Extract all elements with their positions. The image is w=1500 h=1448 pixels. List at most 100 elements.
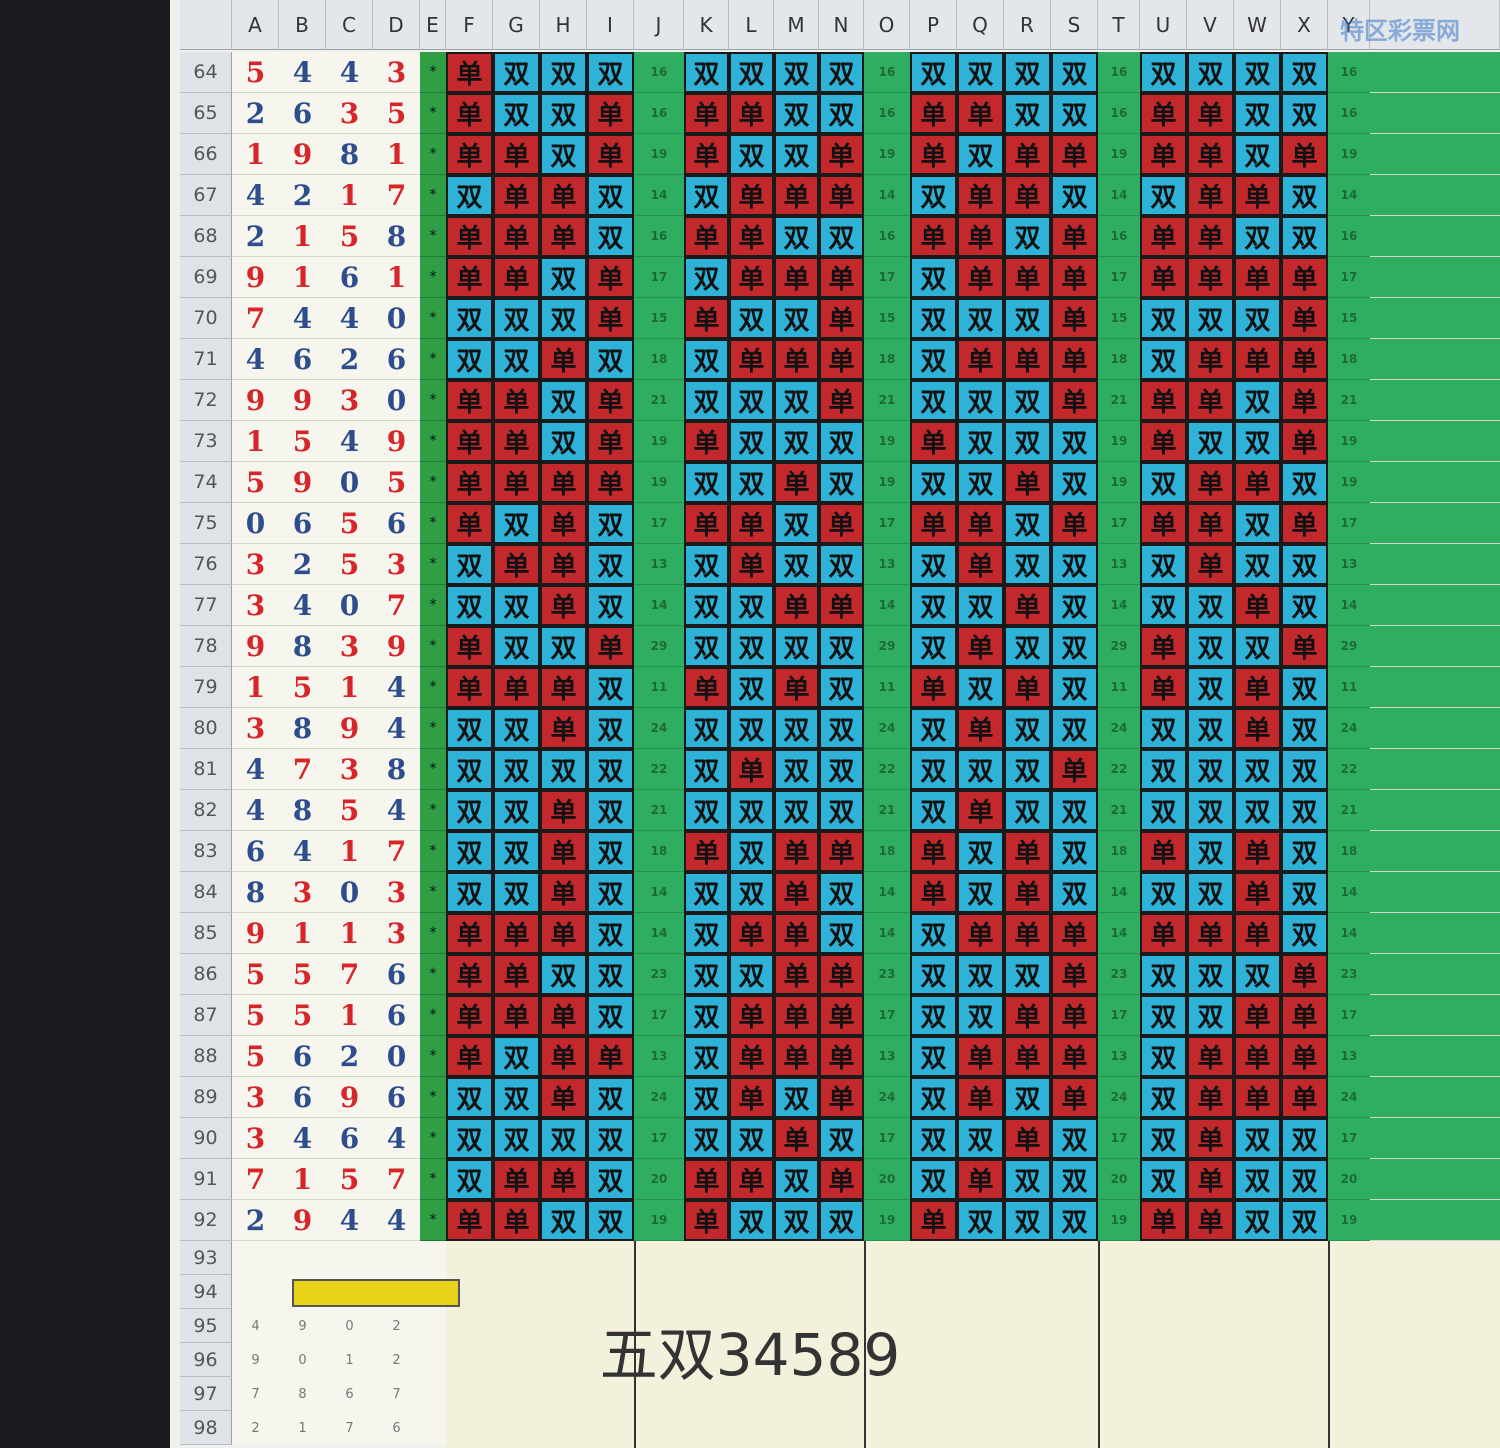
- sum-cell: 14: [1328, 585, 1370, 626]
- row-number: 93: [180, 1241, 232, 1275]
- digit-cell: 3: [326, 749, 373, 790]
- blank-cell: [1370, 134, 1500, 175]
- parity-cell: 双: [684, 257, 729, 298]
- parity-cell: 双: [910, 585, 957, 626]
- parity-cell: 双: [493, 585, 540, 626]
- parity-cell: 双: [819, 872, 864, 913]
- sum-cell: 16: [1328, 216, 1370, 257]
- blank-cell: [1370, 380, 1500, 421]
- row-number: 70: [180, 298, 232, 339]
- parity-cell: 单: [1281, 1036, 1328, 1077]
- parity-cell: 单: [910, 421, 957, 462]
- digit-cell: 8: [326, 134, 373, 175]
- parity-cell: 双: [684, 339, 729, 380]
- parity-cell: 单: [729, 175, 774, 216]
- parity-cell: 双: [446, 298, 493, 339]
- parity-cell: 单: [1234, 995, 1281, 1036]
- parity-cell: 双: [1281, 1159, 1328, 1200]
- parity-cell: 双: [910, 1118, 957, 1159]
- parity-cell: 双: [1281, 544, 1328, 585]
- parity-cell: 双: [1281, 913, 1328, 954]
- row-number: 81: [180, 749, 232, 790]
- row-number: 73: [180, 421, 232, 462]
- parity-cell: 双: [1234, 216, 1281, 257]
- digit-cell: 4: [373, 1118, 420, 1159]
- sum-cell: 17: [1328, 995, 1370, 1036]
- blank-cell: [1370, 995, 1500, 1036]
- parity-cell: 双: [1140, 585, 1187, 626]
- mark-cell: *: [420, 1118, 446, 1159]
- parity-cell: 双: [957, 421, 1004, 462]
- parity-cell: 双: [1051, 175, 1098, 216]
- digit-cell: 4: [326, 421, 373, 462]
- parity-cell: 单: [1281, 626, 1328, 667]
- parity-cell: 双: [1234, 749, 1281, 790]
- parity-cell: 双: [1140, 544, 1187, 585]
- parity-cell: 双: [1234, 1159, 1281, 1200]
- parity-cell: 单: [446, 667, 493, 708]
- sum-cell: 16: [634, 93, 684, 134]
- column-header: W: [1234, 0, 1281, 50]
- digit-cell: 1: [326, 667, 373, 708]
- parity-cell: 单: [684, 831, 729, 872]
- parity-cell: 双: [729, 134, 774, 175]
- digit-cell: 7: [279, 749, 326, 790]
- digit-cell: 2: [373, 1343, 420, 1377]
- sum-cell: 11: [1328, 667, 1370, 708]
- digit-cell: 4: [326, 298, 373, 339]
- parity-cell: 双: [1281, 1118, 1328, 1159]
- parity-cell: 双: [446, 749, 493, 790]
- parity-cell: 双: [957, 667, 1004, 708]
- parity-cell: 单: [1051, 339, 1098, 380]
- parity-cell: 单: [729, 93, 774, 134]
- parity-cell: 单: [729, 913, 774, 954]
- digit-cell: 7: [232, 1159, 279, 1200]
- parity-cell: 单: [774, 585, 819, 626]
- parity-cell: 双: [1004, 52, 1051, 93]
- parity-cell: 双: [587, 790, 634, 831]
- parity-cell: 单: [729, 216, 774, 257]
- parity-cell: 单: [1004, 913, 1051, 954]
- parity-cell: 单: [729, 257, 774, 298]
- sum-cell: 14: [864, 585, 910, 626]
- column-header: S: [1051, 0, 1098, 50]
- sum-cell: 16: [1328, 52, 1370, 93]
- parity-cell: 单: [819, 134, 864, 175]
- parity-cell: 双: [684, 995, 729, 1036]
- sum-cell: 13: [1328, 544, 1370, 585]
- parity-cell: 双: [684, 175, 729, 216]
- parity-cell: 单: [1281, 954, 1328, 995]
- parity-cell: 双: [957, 872, 1004, 913]
- sum-cell: 24: [1098, 708, 1140, 749]
- digit-cell: 4: [232, 339, 279, 380]
- digit-cell: 6: [373, 1077, 420, 1118]
- parity-cell: 单: [1281, 257, 1328, 298]
- parity-cell: 双: [540, 134, 587, 175]
- parity-cell: 双: [910, 462, 957, 503]
- row-number: 97: [180, 1377, 232, 1411]
- parity-cell: 双: [910, 995, 957, 1036]
- sum-cell: 17: [634, 995, 684, 1036]
- row-number: 76: [180, 544, 232, 585]
- parity-cell: 双: [493, 790, 540, 831]
- parity-cell: 单: [540, 585, 587, 626]
- digit-cell: 1: [279, 913, 326, 954]
- parity-cell: 单: [684, 1159, 729, 1200]
- parity-cell: 双: [684, 872, 729, 913]
- column-header: V: [1187, 0, 1234, 50]
- digit-cell: 6: [279, 503, 326, 544]
- parity-cell: 单: [729, 503, 774, 544]
- sum-cell: 19: [864, 134, 910, 175]
- sum-cell: 24: [1328, 708, 1370, 749]
- parity-cell: 单: [1234, 257, 1281, 298]
- parity-cell: 单: [1234, 667, 1281, 708]
- parity-cell: 单: [1234, 1077, 1281, 1118]
- parity-cell: 双: [910, 380, 957, 421]
- parity-cell: 单: [1281, 134, 1328, 175]
- row-number: 75: [180, 503, 232, 544]
- parity-cell: 双: [1281, 749, 1328, 790]
- parity-cell: 双: [1234, 52, 1281, 93]
- parity-cell: 双: [774, 544, 819, 585]
- column-header: Y: [1328, 0, 1370, 50]
- blank-cell: [1370, 1077, 1500, 1118]
